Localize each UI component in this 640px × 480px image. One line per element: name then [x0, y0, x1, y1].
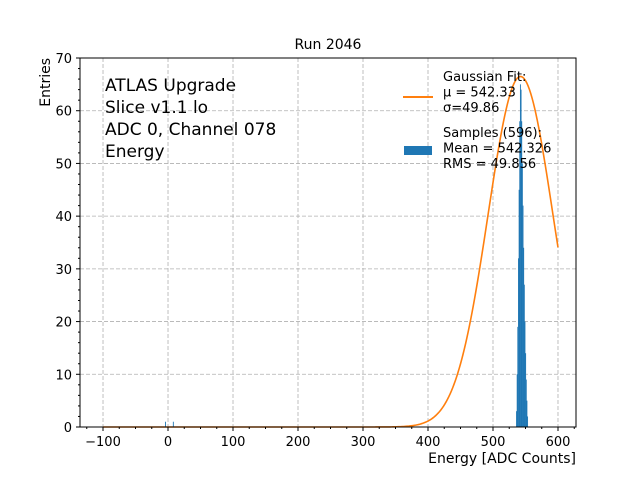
y-tick-label: 70 — [55, 52, 72, 67]
histogram-bar — [519, 84, 521, 427]
histogram-bar — [525, 353, 527, 427]
x-tick-label: 400 — [416, 435, 441, 450]
histogram-bar — [516, 411, 517, 427]
legend-fit-text: μ = 542.33 — [443, 86, 516, 101]
histogram-bar — [520, 89, 522, 427]
histogram-bar — [523, 247, 525, 427]
legend-histogram-text: Mean = 542.326 — [443, 142, 551, 157]
histogram-bar — [516, 374, 518, 427]
info-line: ATLAS Upgrade — [105, 76, 236, 96]
histogram-bar — [524, 321, 526, 427]
histogram-bar — [165, 421, 166, 427]
x-tick-label: 0 — [164, 435, 172, 450]
x-tick-label: −100 — [85, 435, 121, 450]
legend-fit-text: Gaussian Fit: — [443, 70, 526, 85]
histogram-bar — [172, 421, 174, 427]
x-axis-label: Energy [ADC Counts] — [428, 451, 576, 467]
legend-histogram-swatch — [404, 146, 432, 155]
y-tick-label: 10 — [55, 368, 72, 383]
x-tick-label: 200 — [286, 435, 311, 450]
histogram-bar — [518, 258, 519, 427]
chart-title: Run 2046 — [295, 37, 362, 53]
y-axis-label: Entries — [38, 58, 54, 107]
y-tick-label: 30 — [55, 263, 72, 278]
histogram-bar — [523, 284, 525, 427]
y-axis-ticks: 0 10 20 30 40 50 60 70 — [55, 52, 80, 436]
x-tick-label: 100 — [221, 435, 246, 450]
legend-histogram-text: RMS = 49.856 — [443, 157, 536, 172]
y-tick-label: 40 — [55, 210, 72, 225]
histogram-bar — [517, 326, 519, 427]
histogram-bar — [522, 205, 524, 427]
x-tick-label: 500 — [481, 435, 506, 450]
histogram-bar — [526, 400, 528, 427]
x-tick-label: 300 — [351, 435, 376, 450]
histogram-bar — [527, 416, 529, 427]
histogram-bar — [521, 121, 523, 427]
histogram — [165, 84, 529, 427]
legend-fit-text: σ=49.86 — [443, 101, 499, 116]
info-line: ADC 0, Channel 078 — [105, 120, 276, 140]
y-tick-label: 50 — [55, 157, 72, 172]
plot-frame — [79, 57, 577, 428]
y-tick-label: 0 — [64, 421, 72, 436]
y-tick-label: 60 — [55, 105, 72, 120]
info-line: Slice v1.1 lo — [105, 98, 208, 118]
histogram-bar — [518, 189, 520, 427]
y-tick-label: 20 — [55, 316, 72, 331]
x-axis-ticks: −100 0 100 200 300 400 500 600 — [85, 427, 575, 450]
x-tick-label: 600 — [546, 435, 571, 450]
histogram-bar — [519, 121, 521, 427]
histogram-bar — [521, 163, 523, 427]
legend: Gaussian Fit: μ = 542.33 σ=49.86 Samples … — [403, 70, 551, 172]
histogram-bar — [525, 379, 527, 427]
legend-histogram-text: Samples (596): — [443, 126, 542, 141]
info-line: Energy — [105, 142, 165, 162]
